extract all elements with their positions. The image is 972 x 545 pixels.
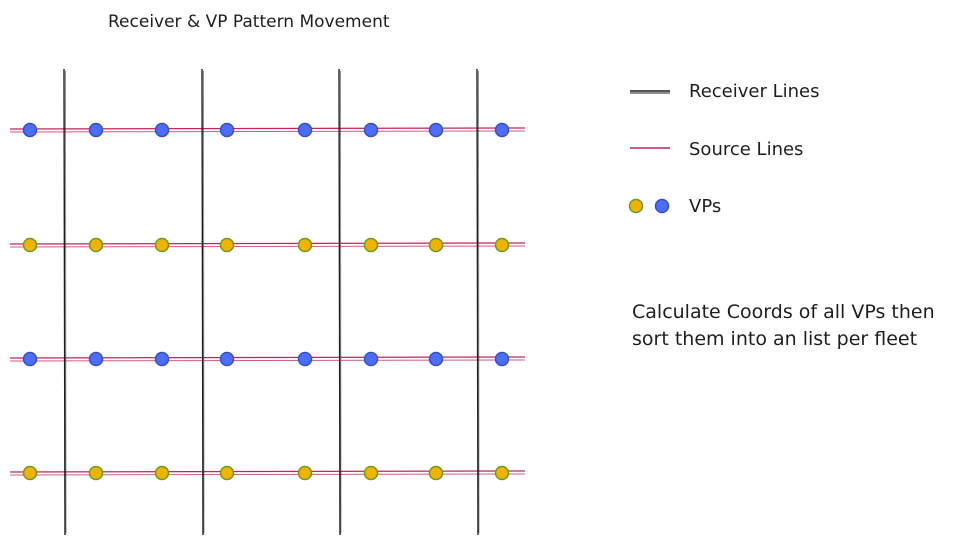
diagram-title: Receiver & VP Pattern Movement xyxy=(108,12,390,32)
vp-blue xyxy=(22,351,38,367)
vp-yellow xyxy=(219,465,235,481)
note-line-1: Calculate Coords of all VPs then xyxy=(632,301,935,323)
vp-blue xyxy=(363,351,379,367)
vp-yellow xyxy=(88,237,104,253)
vp-blue xyxy=(154,122,170,138)
source-line xyxy=(9,242,526,245)
source-line-trace xyxy=(9,130,526,133)
source-line-trace xyxy=(9,245,526,248)
vp-blue xyxy=(219,122,235,138)
vp-yellow xyxy=(22,465,38,481)
receiver-line xyxy=(63,68,66,536)
vp-yellow xyxy=(219,237,235,253)
vp-yellow xyxy=(428,465,444,481)
receiver-line-trace xyxy=(340,70,342,534)
legend-label-source-lines: Source Lines xyxy=(689,139,803,160)
vp-blue xyxy=(154,351,170,367)
vp-yellow xyxy=(363,465,379,481)
vp-blue xyxy=(297,351,313,367)
vp-blue xyxy=(428,122,444,138)
vp-yellow xyxy=(297,465,313,481)
legend-item-vps: VPs xyxy=(628,196,721,217)
legend-label-receiver-lines: Receiver Lines xyxy=(689,81,819,102)
vp-blue xyxy=(428,351,444,367)
vp-blue xyxy=(363,122,379,138)
acquisition-grid xyxy=(9,68,526,536)
legend: Receiver Lines Source Lines VPs xyxy=(628,81,819,217)
receiver-line-trace xyxy=(65,70,67,534)
vp-yellow xyxy=(154,237,170,253)
receiver-line xyxy=(201,68,204,536)
note-line-2: sort them into an list per fleet xyxy=(632,328,917,350)
calculation-note: Calculate Coords of all VPs then sort th… xyxy=(632,301,935,350)
vp-blue xyxy=(219,351,235,367)
source-line xyxy=(9,470,526,473)
vp-blue xyxy=(494,122,510,138)
vp-blue xyxy=(494,351,510,367)
vp-yellow xyxy=(428,237,444,253)
receiver-line-trace xyxy=(203,70,205,534)
vp-yellow-swatch xyxy=(628,198,644,214)
vp-yellow xyxy=(22,237,38,253)
legend-item-source-lines: Source Lines xyxy=(630,139,803,160)
vp-blue xyxy=(297,122,313,138)
legend-label-vps: VPs xyxy=(689,196,721,217)
source-line xyxy=(9,356,526,359)
vp-yellow xyxy=(297,237,313,253)
vp-yellow xyxy=(154,465,170,481)
source-line-trace xyxy=(9,359,526,362)
vp-yellow xyxy=(88,465,104,481)
legend-item-receiver-lines: Receiver Lines xyxy=(630,81,819,102)
source-line xyxy=(9,127,526,130)
source-line-trace xyxy=(9,473,526,476)
vp-blue-swatch xyxy=(654,198,670,214)
vp-blue xyxy=(88,351,104,367)
vp-yellow xyxy=(363,237,379,253)
receiver-line-trace xyxy=(478,70,480,534)
vp-yellow xyxy=(494,237,510,253)
vp-yellow xyxy=(494,465,510,481)
receiver-line xyxy=(476,68,479,536)
receiver-line xyxy=(338,68,341,536)
vp-blue xyxy=(88,122,104,138)
vp-blue xyxy=(22,122,38,138)
